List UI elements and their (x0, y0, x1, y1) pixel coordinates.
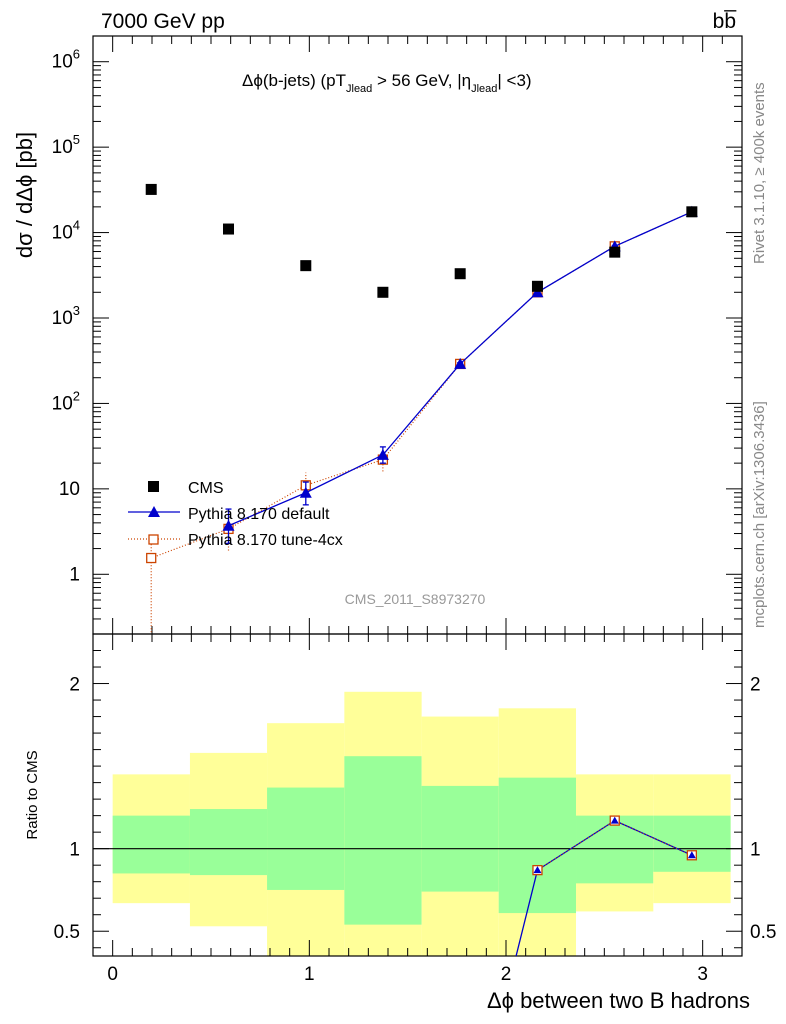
point-cms (531, 280, 543, 292)
main-plot-marks (145, 183, 698, 633)
mcplots-label: mcplots.cern.ch [arXiv:1306.3436] (751, 401, 768, 628)
process-label: bb̅ (713, 10, 738, 33)
point-cms (609, 246, 621, 258)
point-pythia-default (376, 448, 389, 460)
ratio-y-tick-label-right: 1 (750, 840, 761, 861)
point-cms (454, 268, 466, 280)
y-tick-label: 102 (52, 388, 80, 414)
y-tick-label: 106 (52, 47, 80, 73)
ratio-y-tick-label-left: 0.5 (54, 922, 80, 943)
watermark: CMS_2011_S8973270 (345, 591, 486, 607)
ratio-band-inner (498, 777, 577, 914)
ratio-band-inner (189, 809, 268, 876)
main-axis-ticks: 1 10 102 103 104 105 106 (52, 35, 742, 635)
point-cms (686, 206, 698, 218)
ratio-panel-frame (92, 633, 743, 957)
point-pythia-default (454, 357, 467, 369)
ratio-y-tick-label-right: 2 (750, 675, 761, 696)
point-cms (223, 223, 235, 235)
ratio-bands (93, 691, 742, 956)
ratio-band-inner (421, 785, 499, 892)
energy-label: 7000 GeV pp (101, 10, 225, 33)
main-ylabel: dσ / dΔϕ [pb] (12, 132, 37, 258)
ratio-line-pythia-tune (537, 819, 693, 871)
point-pythia-default (222, 519, 235, 531)
legend-marker-pythia-default (148, 506, 160, 517)
ratio-point-pythia-default (687, 851, 696, 859)
x-tick-label: 1 (304, 964, 315, 985)
legend-label-pythia-tune: Pythia 8.170 tune-4cx (188, 532, 343, 549)
ratio-band-inner (576, 815, 654, 884)
ratio-y-tick-label-right: 0.5 (750, 922, 776, 943)
ratio-ylabel: Ratio to CMS (24, 750, 41, 839)
y-tick-label: 10 (59, 479, 80, 500)
ratio-band-inner (344, 756, 422, 925)
y-tick-label: 103 (52, 303, 80, 329)
ratio-y-tick-label-left: 2 (69, 675, 80, 696)
point-pythia-tune (146, 552, 157, 564)
legend-label-pythia-default: Pythia 8.170 default (188, 506, 330, 523)
x-tick-label: 3 (697, 964, 708, 985)
ratio-band-inner (267, 787, 345, 890)
y-tick-label: 104 (52, 218, 80, 244)
ratio-point-pythia-default (610, 816, 619, 824)
x-tick-label: 2 (501, 964, 512, 985)
rivet-label: Rivet 3.1.10, ≥ 400k events (751, 82, 768, 264)
x-tick-label: 0 (107, 964, 118, 985)
legend-marker-pythia-tune (148, 534, 159, 545)
ratio-axis-ticks: 0 1 2 3 0.5 1 2 0.5 1 2 (54, 633, 776, 985)
ratio-point-pythia-default (533, 866, 542, 874)
ratio-plot-marks (515, 815, 697, 956)
point-cms (377, 286, 389, 298)
x-axis-label: Δϕ between two B hadrons (487, 988, 750, 1013)
ratio-y-tick-label-left: 1 (69, 840, 80, 861)
point-cms (145, 183, 157, 195)
legend: CMS Pythia 8.170 default Pythia 8.170 tu… (128, 480, 343, 549)
y-tick-label: 105 (52, 132, 80, 158)
y-tick-label: 1 (69, 564, 80, 585)
point-pythia-default (299, 486, 312, 498)
point-cms (300, 260, 312, 272)
legend-label-cms: CMS (188, 480, 224, 497)
ratio-band-inner (112, 815, 190, 874)
chart-title: Δϕ(b-jets) (pTJlead > 56 GeV, |ηJlead| <… (242, 71, 532, 95)
legend-marker-cms (148, 481, 159, 492)
